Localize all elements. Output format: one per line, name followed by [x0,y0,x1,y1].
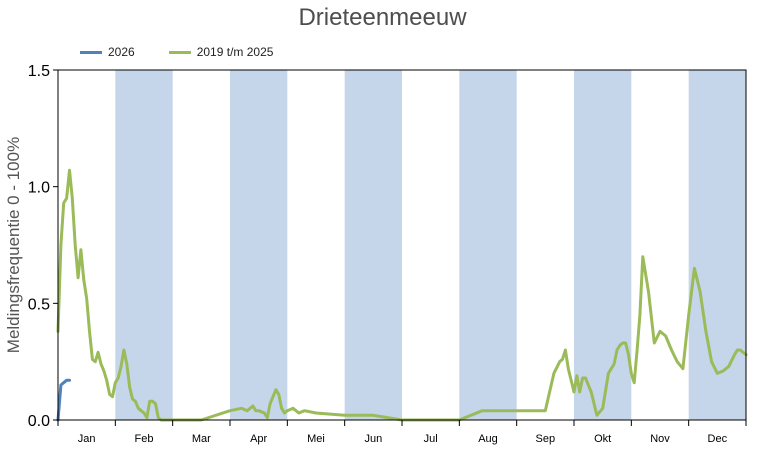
x-tick-label-aug: Aug [478,433,498,445]
shade-dec [688,70,746,420]
chart-title: Drieteenmeeuw [298,4,467,31]
x-tick-label-mei: Mei [307,433,325,445]
legend-label-2026: 2026 [108,45,135,59]
series-line-2019-t-m-2025 [56,168,748,422]
legend-item-2019-2025[interactable]: 2019 t/m 2025 [168,45,274,59]
x-tick-label-okt: Okt [594,433,611,445]
y-tick-label: 1.5 [28,63,50,80]
x-tick-label-jun: Jun [364,433,382,445]
month-shading [115,70,746,420]
series-line-2026 [56,378,71,422]
x-tick-label-sep: Sep [536,433,556,445]
legend-label-2019-2025: 2019 t/m 2025 [196,45,274,59]
y-tick-label: 1.0 [28,180,50,197]
y-tick-label: 0.5 [28,296,50,313]
y-tick-label: 0.0 [28,413,50,430]
x-tick-label-jul: Jul [424,433,438,445]
legend-swatch-2026 [80,50,102,54]
x-tick-label-apr: Apr [250,433,267,445]
shade-jun [344,70,402,420]
legend: 2026 2019 t/m 2025 [80,43,307,61]
x-tick-label-mar: Mar [192,433,211,445]
shade-feb [115,70,173,420]
x-tick-label-jan: Jan [78,433,96,445]
shade-aug [459,70,517,420]
shade-apr [230,70,288,420]
x-tick-label-nov: Nov [650,433,670,445]
axes: 0.0 0.5 1.0 1.5 Jan Feb Mar Apr Mei Jun Jul Aug Sep O… [28,63,747,445]
legend-item-2026[interactable]: 2026 [80,45,135,59]
shade-okt [574,70,632,420]
legend-swatch-2019-2025 [168,50,191,54]
series-lines [56,168,748,422]
x-tick-label-dec: Dec [708,433,728,445]
x-tick-label-feb: Feb [135,433,154,445]
